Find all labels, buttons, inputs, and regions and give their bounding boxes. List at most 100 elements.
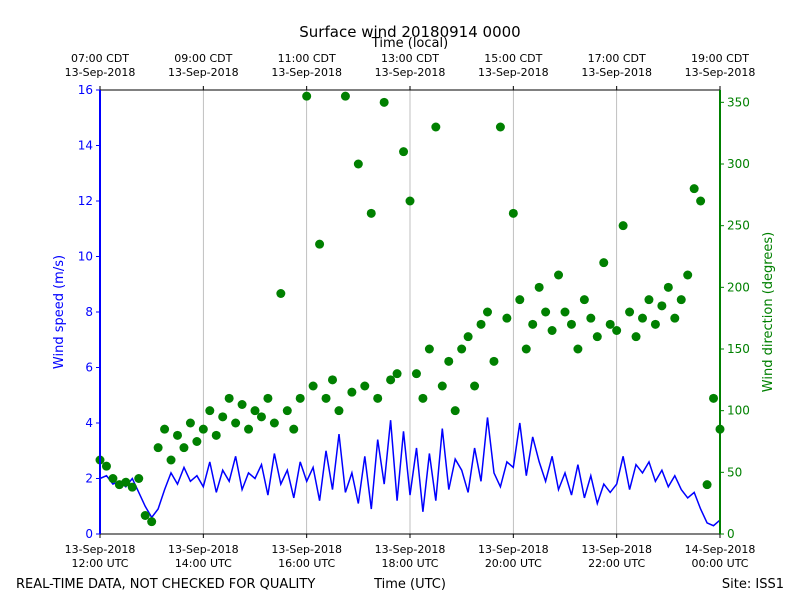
- y-tick-label: 10: [78, 250, 93, 264]
- wind-direction-point: [295, 393, 305, 403]
- wind-direction-point: [566, 319, 576, 329]
- x2-tick-label-line: 13-Sep-2018: [581, 66, 652, 79]
- wind-direction-point: [315, 239, 325, 249]
- wind-direction-point: [289, 424, 299, 434]
- wind-direction-point: [353, 159, 363, 169]
- wind-direction-point: [683, 270, 693, 280]
- x-tick-label-line: 13-Sep-2018: [581, 543, 652, 556]
- wind-direction-point: [444, 356, 454, 366]
- x2-tick-label: 17:00 CDT 13-Sep-2018: [581, 52, 652, 79]
- wind-direction-point: [179, 443, 189, 453]
- wind-direction-point: [625, 307, 635, 317]
- y2-tick-label: 150: [727, 342, 750, 356]
- wind-direction-point: [140, 511, 150, 520]
- y2-tick-label: 350: [727, 95, 750, 109]
- wind-direction-point: [663, 282, 673, 292]
- wind-direction-point: [166, 455, 176, 465]
- wind-direction-point: [638, 313, 647, 323]
- wind-direction-point: [534, 282, 544, 292]
- x2-tick-label-line: 11:00 CDT: [278, 52, 336, 65]
- wind-direction-point: [457, 344, 467, 354]
- x-tick-label: 13-Sep-2018 22:00 UTC: [581, 543, 652, 570]
- y-tick-label: 16: [78, 83, 93, 97]
- wind-direction-point: [269, 418, 279, 428]
- wind-direction-point: [302, 91, 312, 101]
- x-tick-label: 13-Sep-2018 20:00 UTC: [478, 543, 549, 570]
- wind-direction-point: [134, 474, 144, 483]
- wind-direction-point: [379, 97, 389, 107]
- x-tick-label-line: 13-Sep-2018: [65, 543, 136, 556]
- wind-direction-point: [437, 381, 447, 391]
- x-tick-label-line: 14-Sep-2018: [685, 543, 756, 556]
- y-tick-label: 14: [78, 139, 93, 153]
- wind-direction-point: [308, 381, 318, 391]
- wind-direction-point: [592, 332, 602, 342]
- wind-direction-point: [599, 258, 609, 268]
- y2-tick-label: 50: [727, 465, 742, 479]
- wind-direction-point: [392, 369, 402, 379]
- wind-direction-point: [340, 91, 350, 101]
- x2-tick-label: 13:00 CDT 13-Sep-2018: [375, 52, 446, 79]
- y-tick-label: 6: [85, 361, 93, 375]
- y-tick-label: 0: [85, 527, 93, 541]
- footer-note: REAL-TIME DATA, NOT CHECKED FOR QUALITY: [16, 577, 315, 592]
- wind-direction-point: [405, 196, 415, 206]
- wind-direction-point: [470, 381, 480, 391]
- wind-direction-point: [650, 319, 660, 329]
- wind-direction-point: [328, 375, 337, 385]
- wind-direction-point: [224, 393, 234, 403]
- wind-direction-point: [127, 482, 137, 492]
- wind-direction-point: [424, 344, 434, 354]
- wind-direction-point: [334, 406, 344, 416]
- x-tick-label: 13-Sep-2018 14:00 UTC: [168, 543, 239, 570]
- x2-tick-label-line: 13-Sep-2018: [375, 66, 446, 79]
- wind-direction-point: [121, 477, 131, 487]
- wind-direction-point: [483, 307, 492, 317]
- wind-direction-point: [205, 406, 215, 416]
- wind-direction-point: [198, 424, 208, 434]
- x2-tick-label-line: 13-Sep-2018: [65, 66, 136, 79]
- x-tick-label-line: 13-Sep-2018: [375, 543, 446, 556]
- wind-direction-point: [547, 326, 557, 335]
- wind-direction-point: [528, 319, 538, 329]
- y-tick-label: 8: [85, 305, 93, 319]
- x2-tick-label-line: 07:00 CDT: [71, 52, 129, 65]
- x-tick-label: 13-Sep-2018 12:00 UTC: [65, 543, 136, 570]
- wind-direction-point: [631, 332, 641, 342]
- wind-direction-point: [185, 418, 195, 428]
- wind-direction-point: [244, 424, 254, 434]
- wind-direction-point: [644, 295, 654, 305]
- wind-direction-point: [612, 326, 622, 335]
- wind-direction-point: [676, 295, 686, 305]
- wind-direction-point: [321, 393, 331, 403]
- y2-tick-label: 200: [727, 280, 750, 294]
- wind-direction-point: [670, 313, 680, 323]
- wind-direction-point: [411, 369, 421, 379]
- wind-direction-point: [573, 344, 583, 354]
- wind-direction-point: [211, 430, 221, 440]
- x2-axis-label: Time (local): [371, 36, 448, 51]
- x-tick-label: 14-Sep-2018 00:00 UTC: [685, 543, 756, 570]
- y2-tick-label: 250: [727, 219, 750, 233]
- wind-direction-point: [218, 412, 228, 422]
- x2-tick-label-line: 19:00 CDT: [691, 52, 749, 65]
- wind-direction-point: [276, 289, 286, 298]
- wind-direction-point: [521, 344, 531, 354]
- wind-direction-point: [192, 437, 202, 446]
- wind-direction-point: [554, 270, 564, 280]
- x-tick-label-line: 13-Sep-2018: [478, 543, 549, 556]
- x-tick-label-line: 22:00 UTC: [588, 557, 645, 570]
- wind-direction-point: [450, 406, 460, 416]
- y-tick-label: 12: [78, 194, 93, 208]
- wind-direction-point: [618, 221, 628, 231]
- wind-direction-point: [373, 393, 383, 403]
- x-tick-label-line: 20:00 UTC: [485, 557, 542, 570]
- wind-direction-point: [399, 147, 409, 157]
- footer-site: Site: ISS1: [722, 577, 784, 592]
- wind-direction-point: [347, 387, 357, 397]
- wind-direction-point: [502, 313, 512, 323]
- wind-direction-point: [709, 393, 719, 403]
- wind-direction-point: [476, 319, 486, 329]
